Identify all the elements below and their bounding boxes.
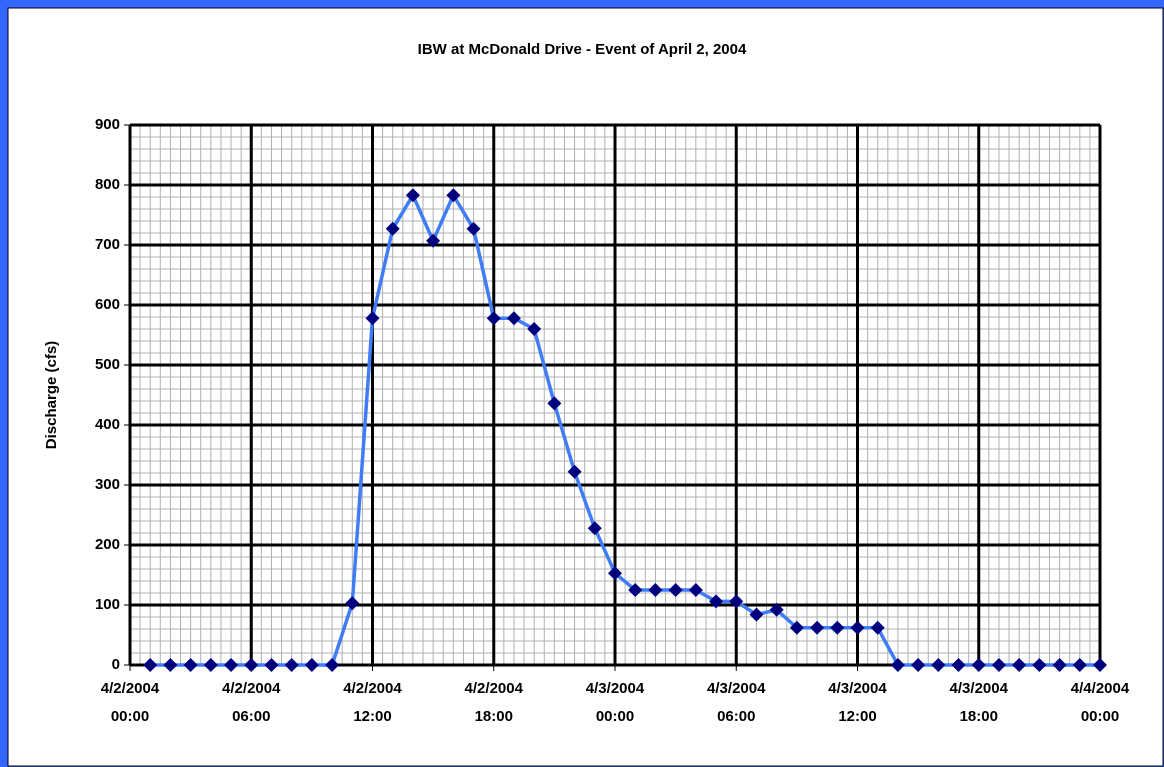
data-marker — [486, 311, 501, 326]
data-marker — [668, 583, 683, 597]
y-tick-label: 800 — [95, 176, 120, 193]
data-marker — [688, 583, 703, 597]
data-marker — [163, 658, 178, 672]
data-marker — [385, 221, 400, 236]
y-tick-label: 500 — [95, 356, 120, 373]
data-marker — [244, 658, 259, 672]
y-tick-label: 300 — [95, 476, 120, 493]
data-marker — [931, 658, 946, 672]
data-marker — [325, 658, 340, 672]
y-tick-label: 100 — [95, 596, 120, 613]
data-marker — [628, 583, 643, 597]
y-tick-label: 700 — [95, 236, 120, 253]
data-marker — [850, 620, 865, 635]
data-marker — [749, 607, 764, 622]
data-marker — [1072, 658, 1087, 672]
x-tick-label: 4/2/2004 18:00 — [465, 680, 524, 725]
x-tick-label: 4/4/2004 00:00 — [1071, 680, 1130, 725]
data-marker — [143, 658, 158, 672]
data-marker — [264, 658, 279, 672]
data-marker — [608, 566, 622, 581]
x-tick-label: 4/3/2004 12:00 — [828, 680, 887, 725]
data-marker — [810, 620, 825, 635]
data-marker — [587, 521, 602, 536]
y-tick-label: 0 — [112, 656, 120, 673]
data-marker — [729, 594, 744, 609]
data-marker — [1012, 658, 1027, 672]
data-marker — [224, 658, 239, 672]
data-marker — [830, 620, 845, 635]
x-tick-label: 4/3/2004 18:00 — [950, 680, 1009, 725]
data-marker — [769, 602, 784, 617]
chart-title: IBW at McDonald Drive - Event of April 2… — [418, 41, 747, 58]
data-marker — [506, 311, 521, 326]
data-marker — [183, 658, 198, 672]
data-marker — [405, 188, 420, 203]
data-marker — [345, 596, 360, 611]
x-tick-label: 4/3/2004 00:00 — [586, 680, 645, 725]
data-marker — [648, 583, 663, 597]
data-marker — [567, 464, 582, 479]
data-marker — [365, 311, 380, 326]
data-marker — [203, 658, 218, 672]
plot-border — [129, 124, 1101, 666]
y-axis-label: Discharge (cfs) — [43, 341, 60, 449]
chart-area — [7, 7, 1164, 767]
data-marker — [971, 658, 986, 672]
x-tick-label: 4/2/2004 00:00 — [101, 680, 160, 725]
data-marker — [466, 221, 481, 236]
y-tick-label: 600 — [95, 296, 120, 313]
x-tick-label: 4/2/2004 06:00 — [222, 680, 281, 725]
data-marker — [991, 658, 1006, 672]
x-tick-label: 4/3/2004 06:00 — [707, 680, 766, 725]
data-marker — [1052, 658, 1067, 672]
x-tick-label: 4/2/2004 12:00 — [343, 680, 402, 725]
data-marker — [304, 658, 319, 672]
y-tick-label: 400 — [95, 416, 120, 433]
data-marker — [426, 233, 441, 248]
data-marker — [789, 620, 804, 635]
data-marker — [527, 322, 542, 336]
y-tick-label: 200 — [95, 536, 120, 553]
data-marker — [911, 658, 926, 672]
data-marker — [284, 658, 299, 672]
data-marker — [547, 396, 562, 411]
data-marker — [1093, 658, 1107, 672]
data-marker — [890, 658, 905, 672]
data-marker — [870, 620, 885, 635]
data-marker — [709, 594, 724, 609]
data-marker — [446, 188, 461, 203]
data-marker — [1032, 658, 1047, 672]
data-marker — [951, 658, 966, 672]
y-tick-label: 900 — [95, 116, 120, 133]
